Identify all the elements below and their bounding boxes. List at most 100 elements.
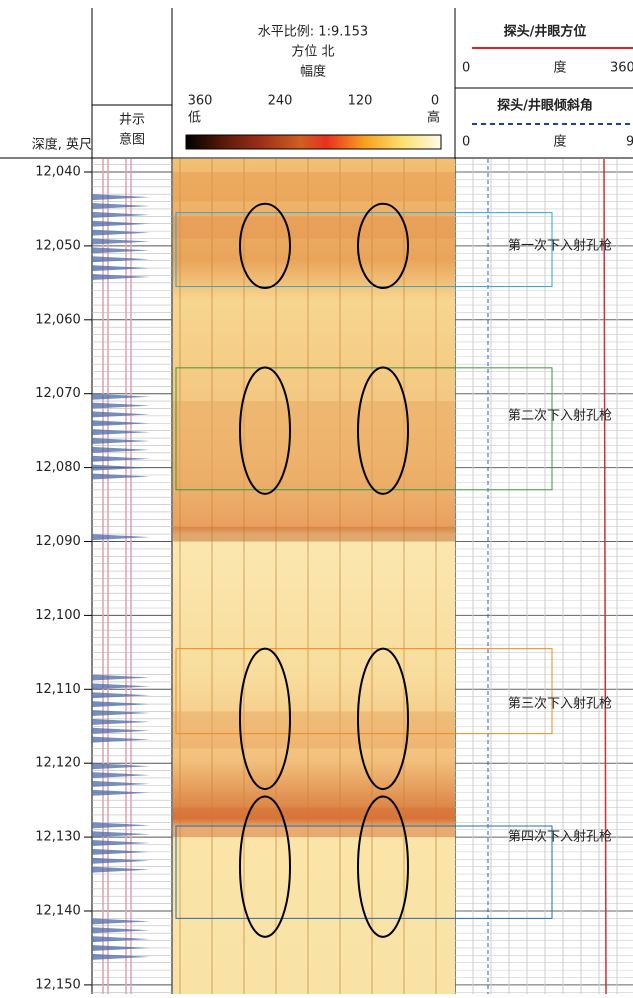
depth-label: 12,070 xyxy=(35,386,81,401)
amplitude: 幅度 xyxy=(300,64,326,80)
annotation: 第三次下入射孔枪 xyxy=(508,696,612,712)
perforation xyxy=(92,780,150,787)
perforation xyxy=(92,420,150,427)
azimuth-tick: 240 xyxy=(268,94,293,109)
perforation xyxy=(92,393,150,400)
azimuth-tick: 120 xyxy=(348,94,373,109)
perforation xyxy=(92,464,150,471)
track-max: 360 xyxy=(610,61,633,76)
track-unit: 度 xyxy=(553,60,566,76)
perforation xyxy=(92,927,150,934)
ellipse-marker xyxy=(239,202,291,290)
perforation xyxy=(92,718,150,725)
track-title: 探头/井眼倾斜角 xyxy=(497,98,593,114)
zone-box xyxy=(175,367,553,491)
track-max: 9 xyxy=(626,135,633,150)
color-bar xyxy=(185,134,442,150)
azimuth-tick: 360 xyxy=(188,94,213,109)
perforation xyxy=(92,473,150,480)
azimuth-tick: 0 xyxy=(431,94,439,109)
perforation xyxy=(92,848,150,855)
zone-box xyxy=(175,648,553,735)
depth-label: 12,100 xyxy=(35,608,81,623)
perforation xyxy=(92,203,150,210)
ellipse-marker xyxy=(357,366,409,495)
ellipse-marker xyxy=(239,647,291,791)
perforation xyxy=(92,789,150,796)
depth-label: 12,140 xyxy=(35,904,81,919)
perforation xyxy=(92,534,150,541)
perforation xyxy=(92,840,150,847)
perforation xyxy=(92,455,150,462)
perforation xyxy=(92,727,150,734)
perforation xyxy=(92,683,150,690)
depth-label: 12,040 xyxy=(35,165,81,180)
perforation xyxy=(92,822,150,829)
perforation xyxy=(92,857,150,864)
perforation xyxy=(92,763,150,770)
image-band xyxy=(173,216,455,239)
perforation xyxy=(92,831,150,838)
ellipse-marker xyxy=(357,647,409,791)
depth-label: 深度, 英尺 xyxy=(32,137,92,153)
perforation xyxy=(92,918,150,925)
scale: 水平比例: 1:9.153 xyxy=(258,25,368,40)
image-band xyxy=(173,526,455,542)
track-min: 0 xyxy=(462,61,470,76)
ellipse-marker xyxy=(357,202,409,290)
depth-label: 12,150 xyxy=(35,977,81,992)
depth-label: 12,050 xyxy=(35,238,81,253)
annotation: 第一次下入射孔枪 xyxy=(508,237,612,253)
perforation xyxy=(92,438,150,445)
perforation xyxy=(92,866,150,873)
perforation xyxy=(92,953,150,960)
schematic-label: 意图 xyxy=(119,132,145,148)
zone-box xyxy=(175,825,553,919)
azimuth: 方位 北 xyxy=(291,44,334,60)
perforation xyxy=(92,411,150,418)
perforation xyxy=(92,674,150,681)
ellipse-marker xyxy=(357,795,409,938)
perforation xyxy=(92,247,150,254)
perforation xyxy=(92,238,150,245)
track-title: 探头/井眼方位 xyxy=(504,24,587,40)
track-min: 0 xyxy=(462,135,470,150)
perforation xyxy=(92,701,150,708)
annotation: 第二次下入射孔枪 xyxy=(508,407,612,423)
perforation xyxy=(92,273,150,280)
image-band xyxy=(173,172,455,202)
depth-label: 12,080 xyxy=(35,460,81,475)
perforation xyxy=(92,220,150,227)
track-unit: 度 xyxy=(553,134,566,150)
image-band xyxy=(173,401,455,490)
image-band xyxy=(173,807,455,838)
depth-label: 12,060 xyxy=(35,312,81,327)
image-band xyxy=(173,711,455,749)
perforation xyxy=(92,256,150,263)
perforation xyxy=(92,944,150,951)
depth-label: 12,120 xyxy=(35,756,81,771)
perforation xyxy=(92,709,150,716)
borehole-image xyxy=(173,159,455,994)
perforation xyxy=(92,736,150,743)
depth-label: 12,110 xyxy=(35,682,81,697)
perforation xyxy=(92,936,150,943)
perforation xyxy=(92,402,150,409)
annotation: 第四次下入射孔枪 xyxy=(508,829,612,845)
perforation xyxy=(92,772,150,779)
perforation xyxy=(92,265,150,272)
low: 低 xyxy=(188,111,201,126)
perforation xyxy=(92,692,150,699)
depth-label: 12,130 xyxy=(35,830,81,845)
perforation xyxy=(92,194,150,201)
perforation xyxy=(92,229,150,236)
ellipse-marker xyxy=(239,366,291,495)
high: 高 xyxy=(427,110,440,126)
azimuth-curve xyxy=(603,158,607,995)
schematic-label: 井示 xyxy=(119,113,145,128)
perforation xyxy=(92,211,150,218)
zone-box xyxy=(175,212,553,288)
perforation xyxy=(92,446,150,453)
